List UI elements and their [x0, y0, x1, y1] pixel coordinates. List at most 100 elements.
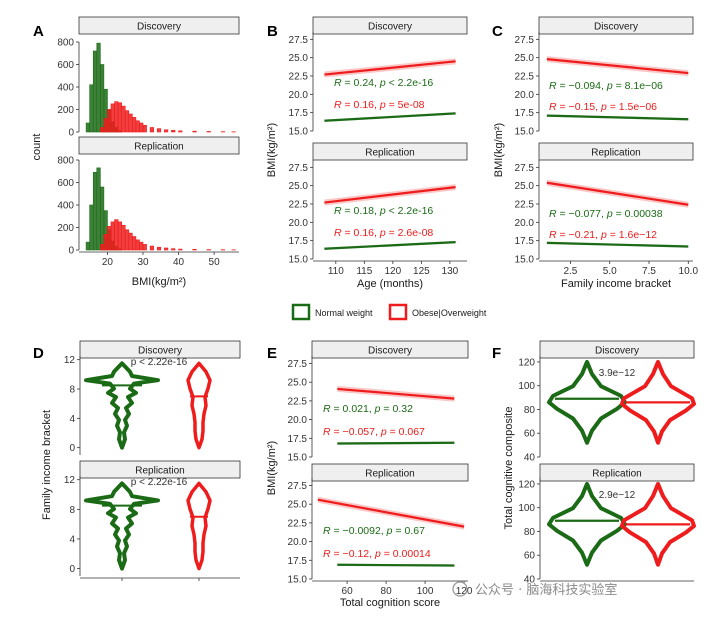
f-ytick-label: 60	[524, 429, 536, 440]
correlation-label: R = −0.057, p = 0.067	[323, 426, 425, 438]
violin-obese	[620, 481, 696, 567]
b-ytick-label: 27.5	[289, 163, 309, 174]
hist-facet-2-strip	[78, 136, 240, 155]
histogram-bar	[96, 42, 101, 133]
e-facet-2-strip	[311, 463, 469, 482]
hist-ytick-label: 400	[57, 201, 74, 212]
panel-letter-c: C	[492, 23, 503, 40]
histogram-bar	[149, 245, 154, 251]
c-facet-1-strip	[538, 16, 694, 35]
b-xtick-label: 120	[385, 266, 402, 277]
f-ytick-label: 120	[518, 479, 535, 490]
c-ytick-label: 15.0	[515, 127, 535, 138]
violin-normal	[547, 481, 627, 567]
b-facet-2-strip	[312, 142, 468, 161]
e-ytick-label: 17.5	[288, 556, 308, 567]
e-facet-2-strip-label: Replication	[365, 469, 414, 480]
histogram-bar	[92, 172, 98, 251]
e-ytick-label: 22.5	[288, 396, 308, 407]
correlation-label: R = −0.094, p = 8.1e−06	[549, 80, 663, 92]
panel-letters: A B C D E F	[33, 23, 503, 362]
d-ytick-label: 8	[69, 385, 75, 396]
d-facet-2-strip	[79, 460, 241, 479]
hist-ytick-label: 200	[57, 223, 74, 234]
histogram-bar	[107, 109, 112, 133]
c-ytick-label: 25.0	[515, 181, 535, 192]
histogram-bar	[114, 219, 119, 251]
d-ytick-label: 12	[64, 355, 76, 366]
histogram-bar	[103, 118, 108, 133]
e-ytick-label: 27.5	[288, 359, 308, 370]
b-ytick-label: 17.5	[289, 108, 309, 119]
b-x-title: Age (months)	[357, 278, 423, 290]
histogram-bar	[139, 122, 144, 133]
d-ytick-label: 0	[69, 443, 75, 454]
b-ytick-label: 22.5	[289, 200, 309, 211]
b-ytick-label: 15.0	[289, 255, 309, 266]
e-ytick-label: 22.5	[288, 518, 308, 529]
histogram-bar	[164, 247, 169, 251]
histogram-bar	[156, 246, 162, 251]
e-xtick-label: 60	[342, 586, 354, 597]
e-ytick-label: 25.0	[288, 378, 308, 389]
hist-xtick-label: 20	[102, 257, 114, 268]
e-ytick-label: 25.0	[288, 500, 308, 511]
legend-normal-label: Normal weight	[315, 308, 373, 318]
e-xtick-label: 120	[456, 586, 473, 597]
histogram-bar	[92, 50, 98, 133]
c-facet-1-strip-label: Discovery	[594, 22, 638, 33]
hist-ytick-label: 400	[57, 83, 74, 94]
panel-letter-f: F	[492, 345, 501, 362]
hist-xtick-label: 40	[173, 257, 185, 268]
histogram-bar	[192, 130, 197, 133]
panel-e-cognition-regression: Discovery 15.0 17.5 20.0 22.5 25.0 27.5 R = 0.0…	[266, 340, 473, 609]
d-ytick-label: 12	[64, 475, 76, 486]
b-facet-1-strip	[312, 16, 468, 35]
b-ytick-label: 25.0	[289, 53, 309, 64]
e-ytick-label: 20.0	[288, 415, 308, 426]
c-facet-2-strip	[538, 142, 694, 161]
b-xtick-label: 125	[413, 266, 430, 277]
d-facet-1-strip-label: Discovery	[138, 346, 182, 357]
hist-ytick-label: 600	[57, 60, 74, 71]
f-ytick-label: 80	[524, 405, 536, 416]
regression-line	[546, 114, 689, 121]
histogram-bar	[171, 130, 176, 133]
regression-line	[317, 498, 465, 528]
histogram-bar	[117, 221, 122, 251]
correlation-label: R = 0.16, p = 5e-08	[334, 99, 425, 111]
hist-ytick-label: 600	[57, 178, 74, 189]
c-facet-2-strip-label: Replication	[591, 148, 640, 159]
d-ytick-label: 8	[69, 505, 75, 516]
histogram-bar	[171, 248, 176, 251]
histogram-bar	[107, 226, 112, 251]
histogram-bar	[135, 239, 140, 251]
b-ytick-label: 22.5	[289, 72, 309, 83]
panel-b-age-regression: Discovery 15.0 17.5 20.0 22.5 25.0 27.5 R = 0.2…	[266, 16, 468, 290]
correlation-label: R = −0.0092, p = 0.67	[323, 525, 425, 537]
b-xtick-label: 110	[328, 266, 344, 277]
f-ytick-label: 60	[524, 551, 536, 562]
histogram-bar	[100, 186, 105, 251]
hist-ytick-label: 0	[68, 246, 74, 257]
b-facet-1-strip-label: Discovery	[368, 22, 412, 33]
histogram-bar	[124, 110, 130, 133]
b-ytick-label: 15.0	[289, 127, 309, 138]
histogram-bar	[149, 127, 154, 133]
b-ytick-label: 17.5	[289, 236, 309, 247]
e-ytick-label: 20.0	[288, 537, 308, 548]
e-ytick-label: 27.5	[288, 481, 308, 492]
histogram-bar	[85, 122, 90, 133]
c-xtick-label: 10.0	[679, 266, 699, 277]
f-facet-1-strip-label: Discovery	[595, 346, 639, 357]
regression-line	[337, 441, 455, 445]
wechat-icon	[452, 581, 468, 597]
hist-ytick-label: 0	[68, 128, 74, 139]
significance-label: 2.9e−12	[599, 490, 636, 501]
e-facet-1-strip-label: Discovery	[368, 346, 412, 357]
histogram-bar	[100, 64, 105, 133]
histogram-bar	[114, 101, 119, 133]
c-ytick-label: 22.5	[515, 200, 535, 211]
violin-normal	[84, 361, 160, 450]
